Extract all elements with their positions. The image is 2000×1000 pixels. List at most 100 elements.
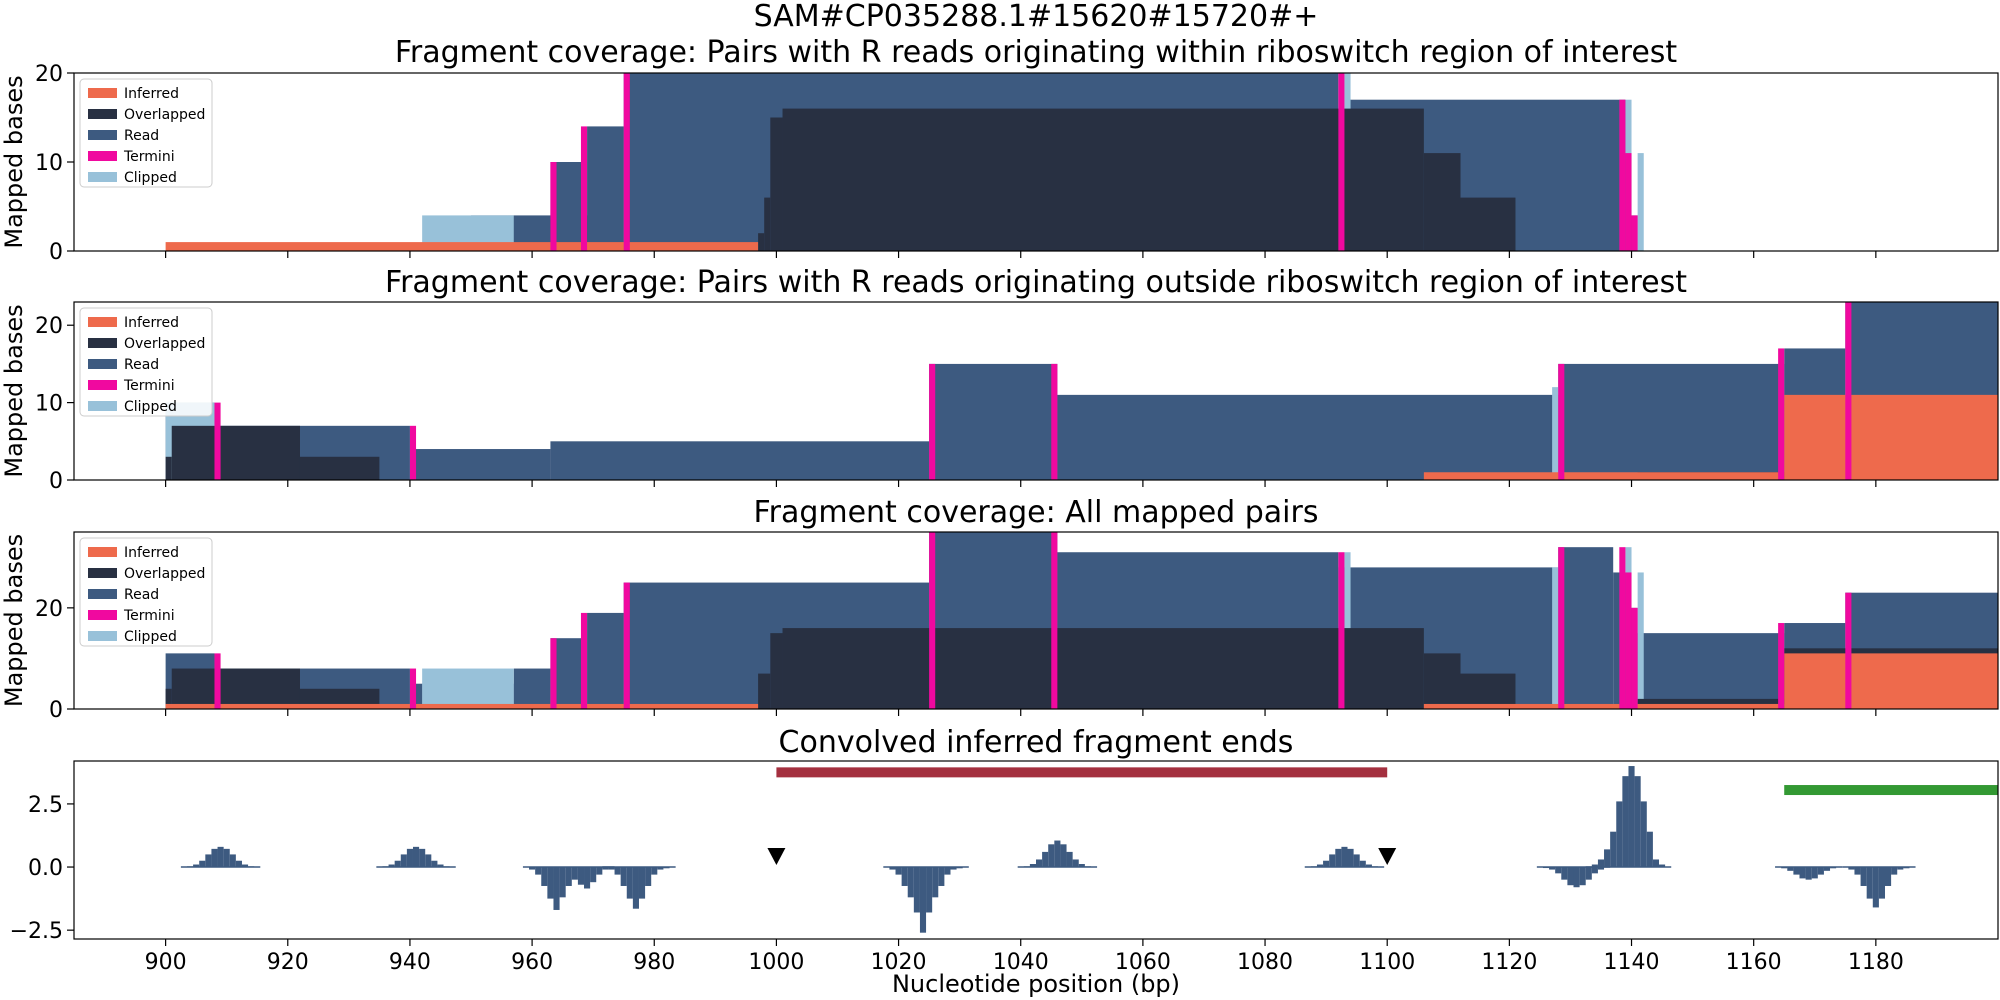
termini-segment xyxy=(1619,547,1626,709)
convolved-bar xyxy=(1323,860,1330,868)
legend-swatch-clipped xyxy=(88,172,117,182)
termini-segment xyxy=(409,425,417,480)
read-segment xyxy=(1637,633,1785,709)
convolved-bar xyxy=(412,846,420,868)
overlapped-segment xyxy=(770,117,783,251)
clipped-segment xyxy=(422,668,514,709)
inferred-segment xyxy=(1423,703,1785,709)
overlapped-segment xyxy=(1460,673,1516,709)
read-segment xyxy=(513,668,551,709)
convolved-bar xyxy=(1060,844,1067,868)
x-tick-label: 1160 xyxy=(1726,950,1782,975)
convolved-bar xyxy=(577,867,585,885)
legend-swatch-termini xyxy=(88,380,117,390)
convolved-bar xyxy=(1866,867,1873,899)
legend-label-inferred: Inferred xyxy=(124,545,179,561)
convolved-bar xyxy=(529,867,536,870)
convolved-bar xyxy=(608,867,615,870)
convolved-bar xyxy=(400,854,407,868)
convolved-bar xyxy=(1878,867,1886,899)
y-tick-label: 0 xyxy=(49,240,63,265)
termini-segment xyxy=(929,363,936,480)
legend: Inferred Overlapped Read Termini Clipped xyxy=(79,307,213,417)
convolved-bar xyxy=(1628,766,1635,868)
termini-segment xyxy=(1778,623,1785,709)
convolved-bar xyxy=(1054,840,1061,868)
x-tick-label: 940 xyxy=(389,950,431,975)
overlapped-segment xyxy=(758,673,771,709)
legend-label-inferred: Inferred xyxy=(124,86,179,102)
convolved-bar xyxy=(223,848,230,868)
legend-swatch-overlapped xyxy=(88,109,117,119)
termini-segment xyxy=(1051,532,1058,709)
convolved-bar xyxy=(437,864,444,868)
termini-segment xyxy=(1619,99,1626,251)
convolved-bar xyxy=(1036,859,1043,868)
convolved-bar xyxy=(199,860,206,868)
legend: Inferred Overlapped Read Termini Clipped xyxy=(79,537,213,647)
convolved-bar xyxy=(394,860,401,868)
termini-segment xyxy=(550,638,557,709)
x-tick-label: 1020 xyxy=(871,950,927,975)
legend-label-read: Read xyxy=(124,587,159,603)
convolved-bar xyxy=(1066,851,1073,868)
y-axis-label: Mapped bases xyxy=(0,304,28,477)
y-axis-label: Mapped bases xyxy=(0,534,28,707)
convolved-bar xyxy=(614,867,621,875)
termini-segment xyxy=(1631,215,1638,251)
x-tick-label: 920 xyxy=(267,950,309,975)
clipped-segment xyxy=(1552,387,1559,480)
convolved-bar xyxy=(535,867,542,875)
x-tick-label: 1120 xyxy=(1481,950,1537,975)
convolved-bar xyxy=(1659,864,1666,868)
convolved-bar xyxy=(889,867,896,870)
read-segment xyxy=(409,449,551,480)
convolved-bar xyxy=(1341,846,1348,868)
overlapped-segment xyxy=(1460,197,1516,251)
legend-swatch-overlapped xyxy=(88,568,117,578)
convolved-bar xyxy=(926,867,933,913)
x-tick-label: 1080 xyxy=(1237,950,1293,975)
legend-swatch-read xyxy=(88,359,117,369)
convolved-bar xyxy=(1885,867,1892,886)
termini-segment xyxy=(409,668,417,709)
convolved-bar xyxy=(553,867,560,910)
plot-area xyxy=(180,766,1998,933)
convolved-bar xyxy=(1811,867,1818,879)
convolved-bar xyxy=(1616,801,1623,868)
convolved-bar xyxy=(388,864,395,868)
overlapped-segment xyxy=(165,688,172,709)
legend-label-overlapped: Overlapped xyxy=(124,107,205,123)
inferred-segment xyxy=(165,703,759,709)
termini-segment xyxy=(1338,73,1345,251)
convolved-bar xyxy=(1634,776,1641,868)
termini-segment xyxy=(1625,153,1632,251)
panel-title: Fragment coverage: Pairs with R reads or… xyxy=(385,265,1687,300)
convolved-bar xyxy=(571,867,578,880)
y-tick-label: 0 xyxy=(49,698,63,723)
inferred-segment xyxy=(1423,472,1785,480)
figure-title: SAM#CP035288.1#15620#15720#+ xyxy=(754,0,1319,34)
x-tick-label: 980 xyxy=(633,950,675,975)
clipped-segment xyxy=(1637,572,1644,709)
panel-title: Fragment coverage: Pairs with R reads or… xyxy=(395,35,1678,70)
legend-label-overlapped: Overlapped xyxy=(124,566,205,582)
overlapped-segment xyxy=(171,668,300,709)
convolved-bar xyxy=(1652,859,1660,868)
overlapped-segment xyxy=(299,456,380,480)
overlapped-segment xyxy=(764,197,771,251)
legend-swatch-clipped xyxy=(88,401,117,411)
overlapped-segment xyxy=(782,628,1424,709)
convolved-bar xyxy=(1078,864,1085,868)
convolved-bar xyxy=(913,867,920,913)
termini-segment xyxy=(1051,363,1058,480)
termini-segment xyxy=(623,582,630,709)
overlapped-segment xyxy=(171,425,300,480)
convolved-bar xyxy=(217,846,224,868)
termini-segment xyxy=(1338,552,1345,709)
inferred-segment xyxy=(1784,394,1998,480)
legend-label-clipped: Clipped xyxy=(124,629,177,645)
read-segment xyxy=(587,612,624,709)
overlapped-segment xyxy=(758,233,765,251)
termini-segment xyxy=(580,126,588,251)
